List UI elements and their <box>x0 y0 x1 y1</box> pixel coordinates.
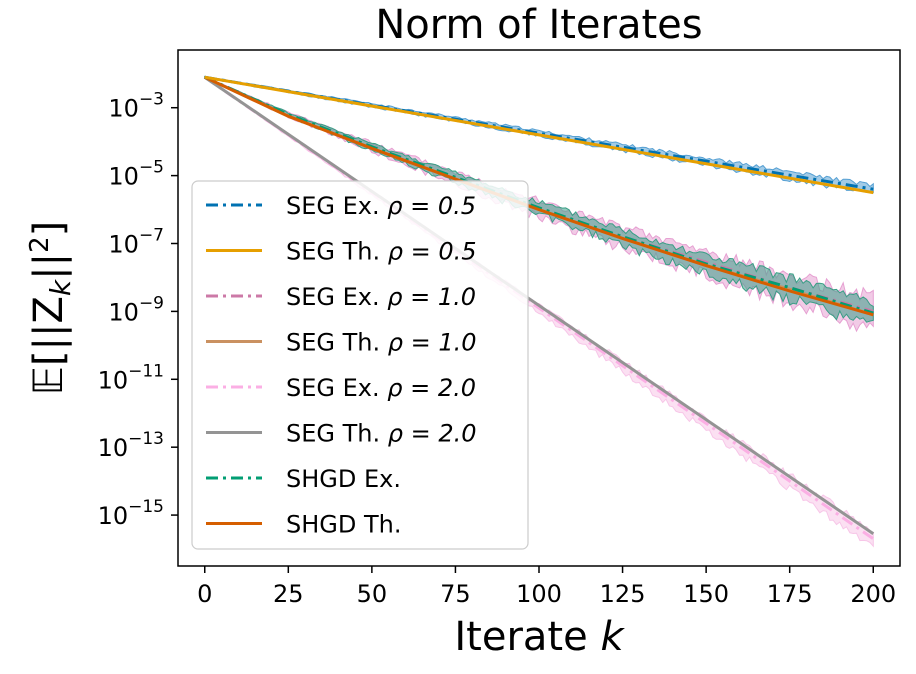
y-axis-ticks: 10−3 10−5 10−7 10−9 10−11 10−13 10−15 <box>98 90 178 530</box>
series-line-7 <box>204 75 874 317</box>
y-tick-label-6: 10−15 <box>98 497 164 530</box>
x-axis-ticks: 0 25 50 75 100 125 150 175 200 <box>197 566 896 608</box>
x-axis-label: Iterate k <box>454 614 625 660</box>
chart-title: Norm of Iterates <box>375 2 702 48</box>
legend-box <box>191 180 529 550</box>
x-tick-label-8: 200 <box>850 580 896 608</box>
y-tick-label-3: 10−9 <box>108 293 164 326</box>
x-tick-label-0: 0 <box>197 580 212 608</box>
legend-label-2: SEG Ex. ρ = 1.0 <box>286 283 476 311</box>
y-tick-label-2: 10−7 <box>108 226 164 259</box>
series-line-6 <box>204 75 874 315</box>
x-tick-label-6: 150 <box>683 580 729 608</box>
series-line-1 <box>204 75 874 195</box>
y-tick-label-0: 10−3 <box>108 90 164 123</box>
x-tick-label-7: 175 <box>767 580 813 608</box>
series-line-5 <box>203 75 875 536</box>
legend-label-7: SHGD Th. <box>286 511 402 539</box>
legend-label-1: SEG Th. ρ = 0.5 <box>286 238 477 266</box>
y-tick-label-5: 10−13 <box>98 429 164 462</box>
y-tick-label-4: 10−11 <box>98 361 164 394</box>
x-tick-label-4: 100 <box>516 580 562 608</box>
x-tick-label-2: 50 <box>357 580 388 608</box>
series-lines <box>203 75 875 541</box>
legend-label-4: SEG Ex. ρ = 2.0 <box>286 374 476 402</box>
y-axis-label: 𝔼[||Zk||2] <box>25 221 77 395</box>
x-tick-label-1: 25 <box>273 580 304 608</box>
x-tick-label-3: 75 <box>440 580 471 608</box>
legend-label-6: SHGD Ex. <box>286 465 401 493</box>
legend-label-5: SEG Th. ρ = 2.0 <box>286 420 477 448</box>
legend-label-3: SEG Th. ρ = 1.0 <box>286 329 477 357</box>
legend: SEG Ex. ρ = 0.5 SEG Th. ρ = 0.5 SEG Ex. ρ … <box>191 180 529 550</box>
y-tick-label-1: 10−5 <box>108 158 164 191</box>
legend-label-0: SEG Ex. ρ = 0.5 <box>286 192 476 220</box>
x-tick-label-5: 125 <box>600 580 646 608</box>
